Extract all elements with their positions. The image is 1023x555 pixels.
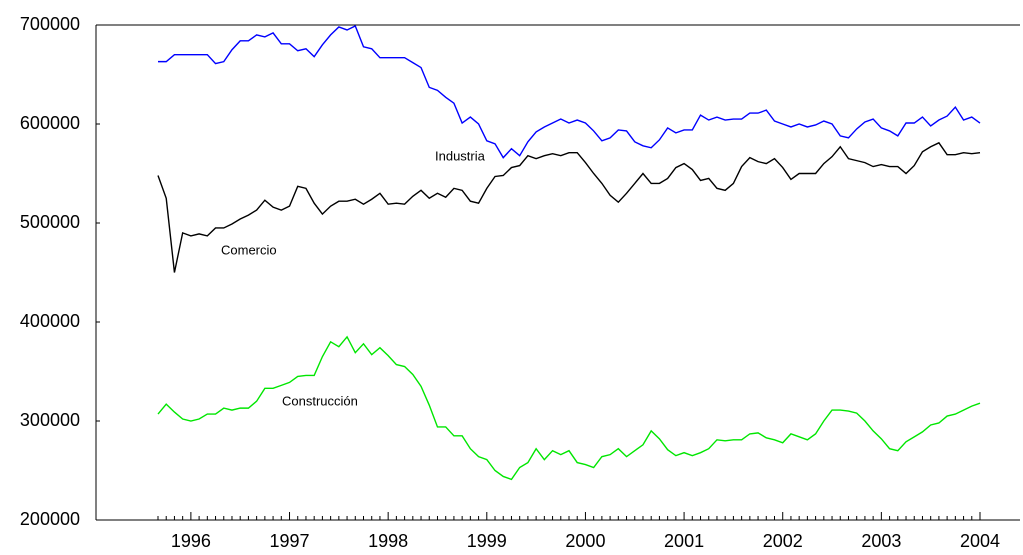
x-tick-label: 1998 [368,531,408,551]
x-tick-label: 2000 [565,531,605,551]
x-tick-label: 2003 [861,531,901,551]
series-label: Comercio [221,242,277,257]
y-tick-label: 700000 [20,14,80,34]
series-line [158,25,981,159]
y-tick-label: 200000 [20,509,80,529]
y-tick-label: 300000 [20,410,80,430]
series-label: Construcción [282,393,358,408]
x-tick-label: 1996 [171,531,211,551]
y-tick-label: 400000 [20,311,80,331]
series-line [157,141,981,273]
series-label: Industria [435,148,486,163]
x-tick-label: 2002 [763,531,803,551]
y-tick-label: 600000 [20,113,80,133]
x-tick-label: 2001 [664,531,704,551]
y-tick-label: 500000 [20,212,80,232]
x-tick-label: 1999 [467,531,507,551]
x-tick-label: 2004 [960,531,1000,551]
x-tick-label: 1997 [269,531,309,551]
series-line [157,335,981,481]
